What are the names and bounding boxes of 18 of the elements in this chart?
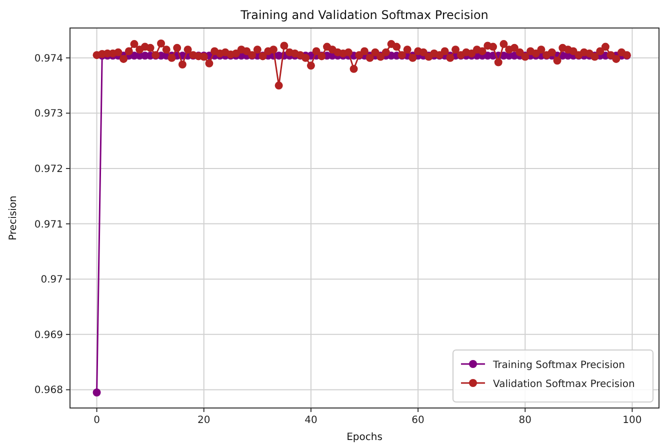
y-tick-label: 0.973 (34, 108, 63, 120)
x-axis-title: Epochs (346, 432, 382, 443)
y-tick-label: 0.971 (34, 219, 63, 230)
x-tick-label: 40 (304, 415, 318, 426)
x-tick-label: 0 (94, 415, 100, 426)
y-axis-title: Precision (8, 196, 19, 240)
y-tick-label: 0.968 (34, 385, 63, 396)
x-tick-label: 20 (197, 415, 210, 426)
y-tick-label: 0.97 (40, 274, 63, 286)
x-tick-label: 80 (518, 415, 532, 426)
y-tick-label: 0.972 (34, 164, 63, 175)
x-tick-label: 100 (622, 415, 642, 426)
y-tick-label: 0.969 (34, 330, 63, 341)
x-tick-label: 60 (412, 415, 424, 426)
legend-label: Validation Softmax Precision (493, 379, 635, 390)
legend-label: Training Softmax Precision (492, 360, 625, 371)
chart-title: Training and Validation Softmax Precision (240, 8, 488, 22)
y-tick-label: 0.974 (34, 53, 63, 64)
